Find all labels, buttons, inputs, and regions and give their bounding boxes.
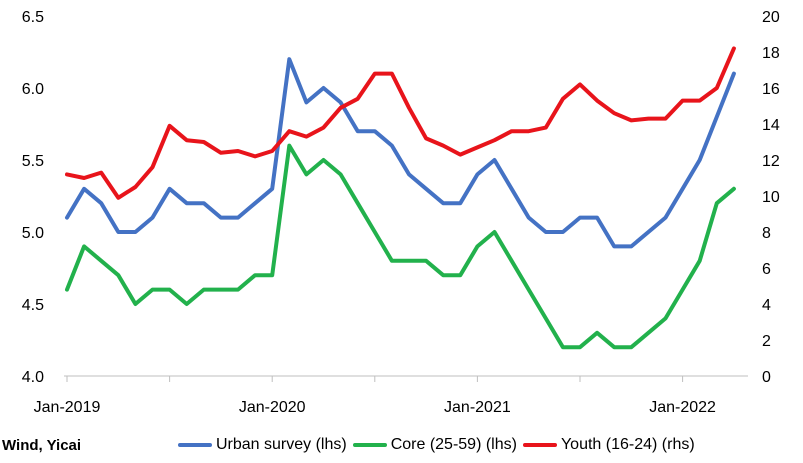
x-tick-label: Jan-2021: [444, 399, 511, 416]
legend: Urban survey (lhs) Core (25-59) (lhs) Yo…: [178, 436, 701, 454]
y-right-tick-label: 12: [762, 153, 780, 170]
legend-item-urban: Urban survey (lhs): [178, 436, 347, 454]
y-right-tick-label: 20: [762, 9, 780, 26]
legend-label-urban: Urban survey (lhs): [216, 436, 347, 453]
x-tick-label: Jan-2020: [239, 399, 306, 416]
axes: [64, 375, 748, 382]
y-left-tick-label: 5.0: [22, 225, 44, 242]
y-left-tick-label: 6.5: [22, 9, 44, 26]
y-right-tick-label: 8: [762, 225, 771, 242]
legend-label-core: Core (25-59) (lhs): [390, 436, 517, 453]
series-line-2: [65, 46, 736, 200]
y-right-tick-label: 14: [762, 117, 780, 134]
y-right-tick-label: 10: [762, 189, 780, 206]
y-right-tick-label: 0: [762, 369, 771, 386]
x-tick-label: Jan-2022: [649, 399, 716, 416]
x-tick-label: Jan-2019: [34, 399, 101, 416]
y-right-tick-label: 6: [762, 261, 771, 278]
y-right-tick-label: 16: [762, 81, 780, 98]
series-line-1: [65, 143, 736, 350]
y-left-tick-label: 5.5: [22, 153, 44, 170]
legend-item-core: Core (25-59) (lhs): [352, 436, 517, 454]
y-right-tick-label: 4: [762, 297, 771, 314]
legend-item-youth: Youth (16-24) (rhs): [522, 436, 695, 454]
legend-label-youth: Youth (16-24) (rhs): [560, 436, 695, 453]
series-line-0: [65, 57, 736, 249]
y-left-tick-label: 6.0: [22, 81, 44, 98]
y-right-tick-label: 18: [762, 45, 780, 62]
legend-swatch-urban: [178, 443, 212, 447]
series-lines: [65, 46, 736, 350]
legend-swatch-youth: [522, 443, 557, 447]
y-right-tick-label: 2: [762, 333, 771, 350]
tick-labels: Jan-2019 Jan-2020 Jan-2021 Jan-2022 4.0 4.5 5.…: [22, 9, 780, 416]
legend-swatch-core: [352, 443, 387, 447]
source-label: Wind, Yicai: [2, 437, 82, 454]
y-left-tick-label: 4.0: [22, 369, 44, 386]
y-left-tick-label: 4.5: [22, 297, 44, 314]
